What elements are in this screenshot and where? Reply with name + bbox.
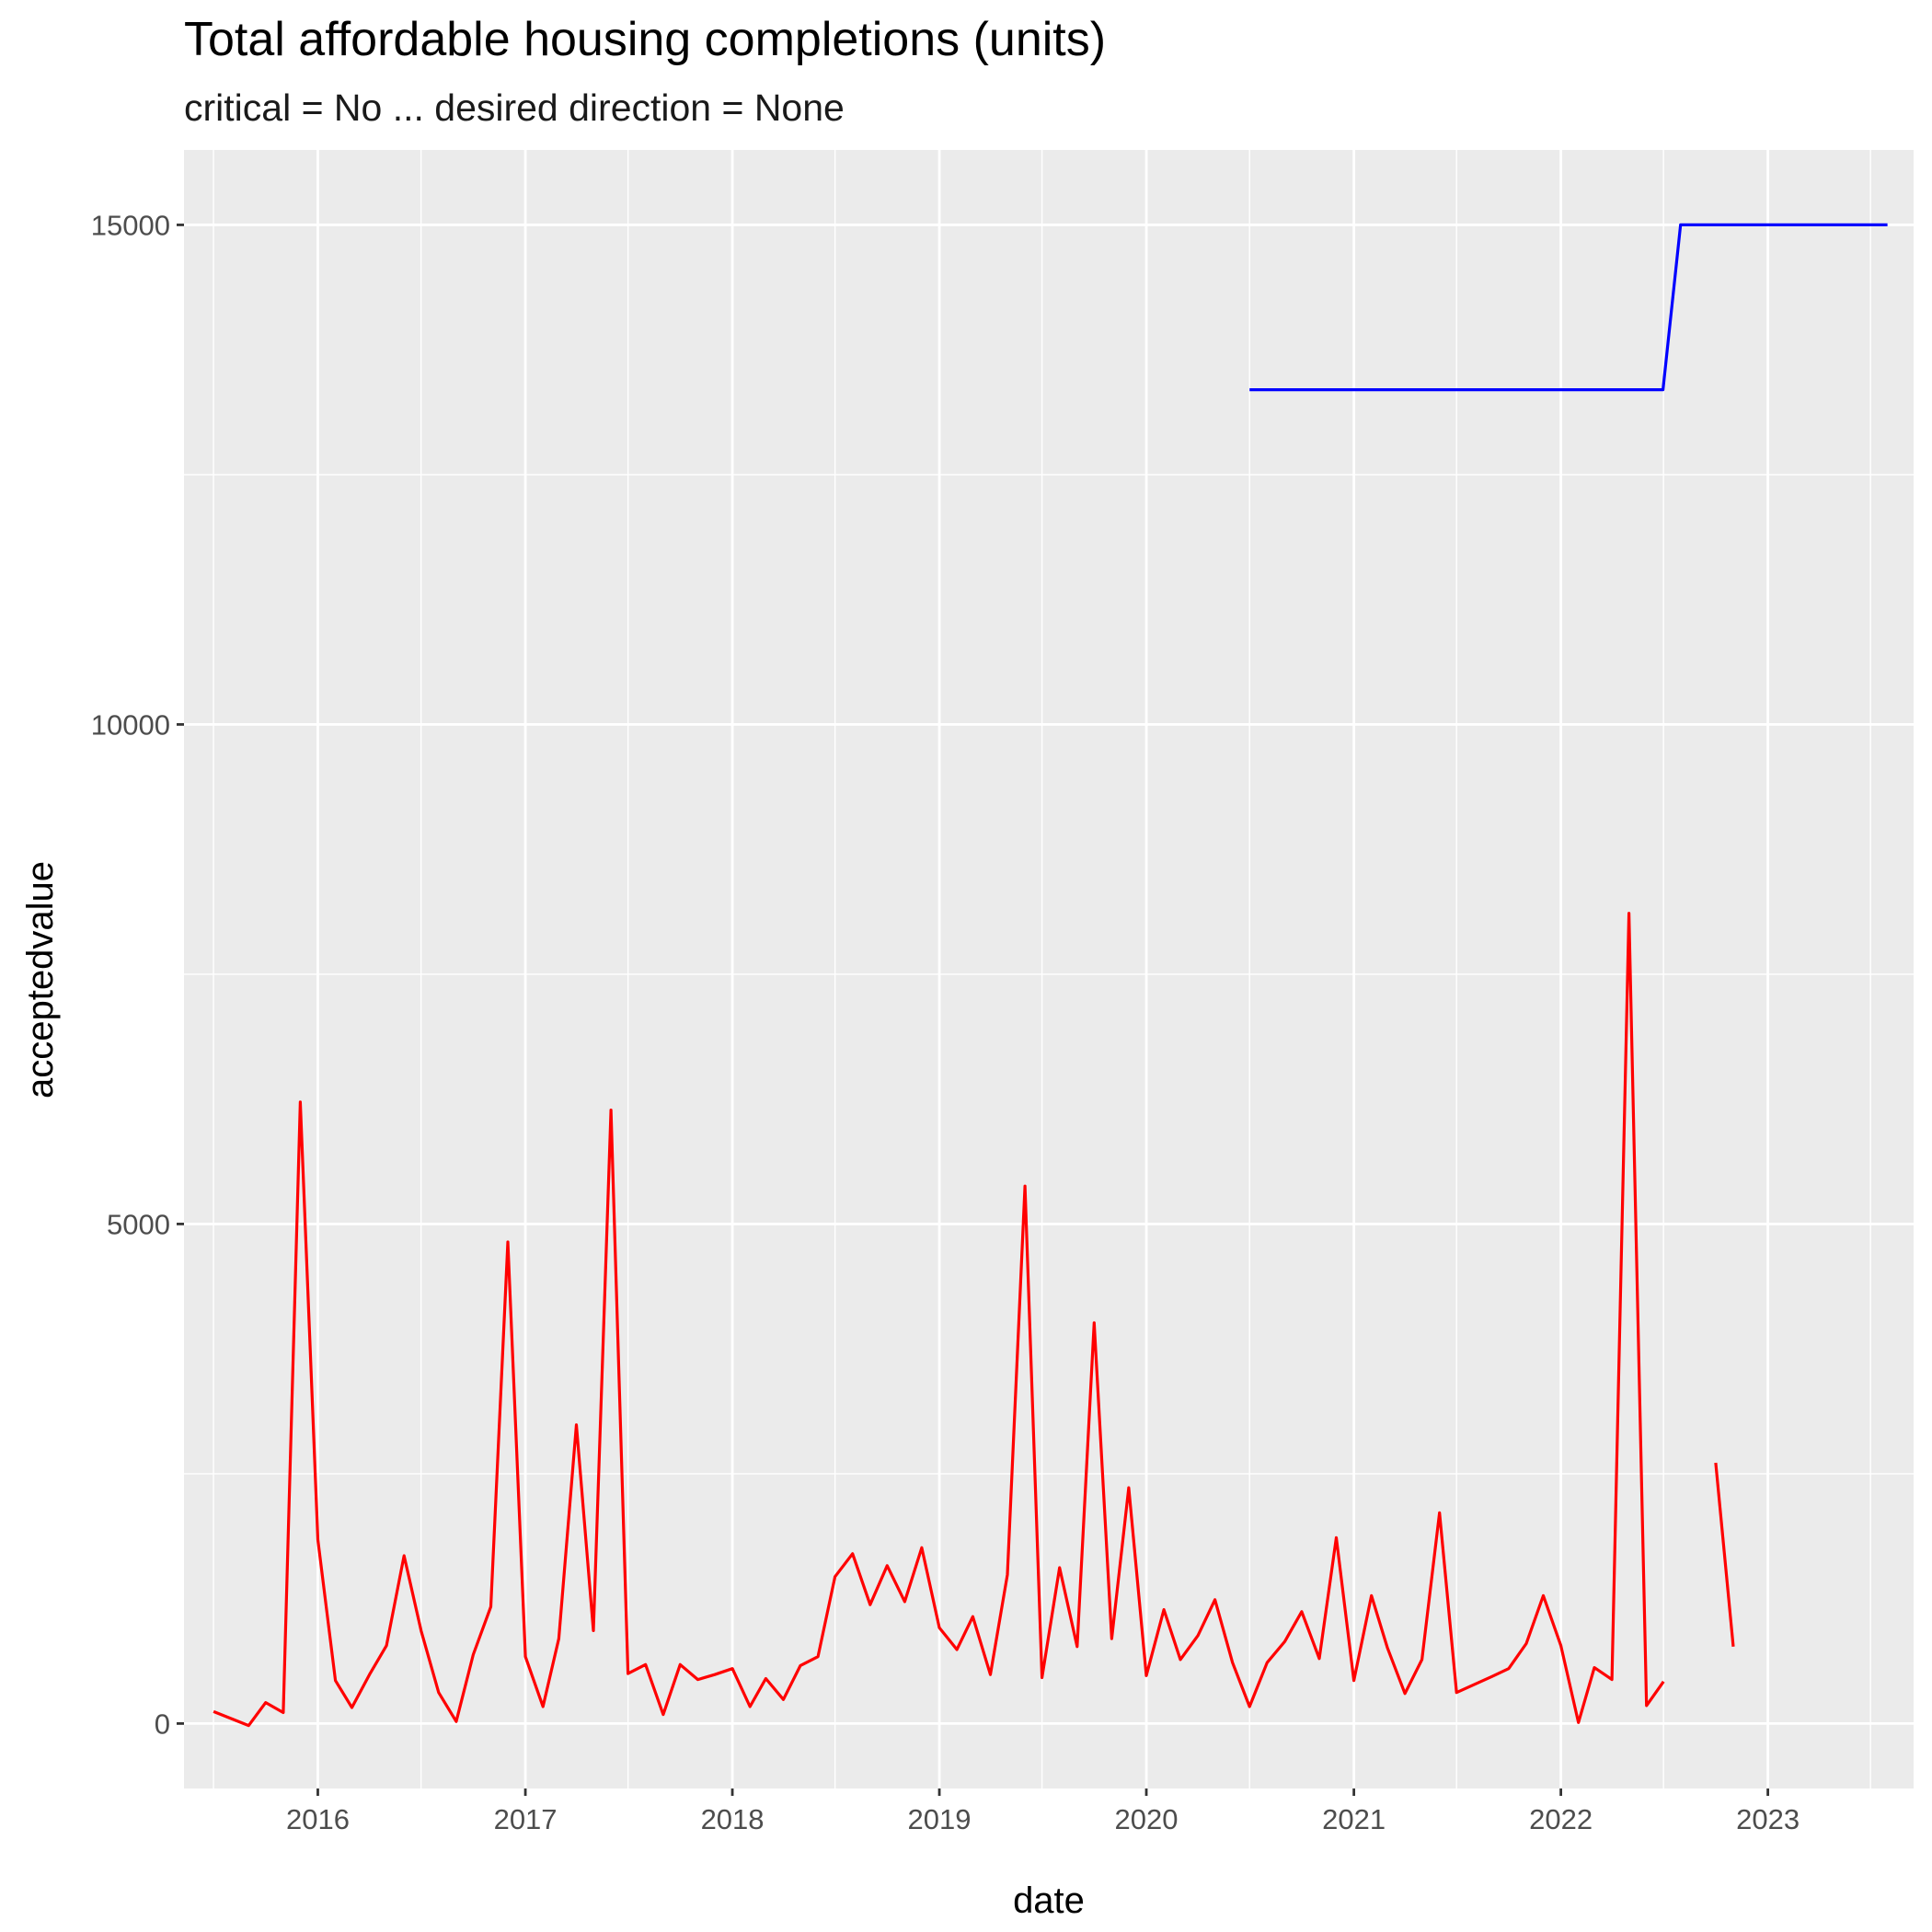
- y-tick-label: 0: [155, 1708, 170, 1740]
- chart-subtitle: critical = No ... desired direction = No…: [184, 86, 845, 129]
- x-tick-label: 2019: [908, 1803, 972, 1835]
- x-axis: 2016 2017 2018 2019 2020 2021 2022 2023: [286, 1788, 1800, 1835]
- x-tick-label: 2016: [286, 1803, 350, 1835]
- series-line: [213, 912, 1665, 1728]
- series-line: [1249, 223, 1888, 392]
- x-tick-label: 2023: [1736, 1803, 1800, 1835]
- chart-title: Total affordable housing completions (un…: [184, 13, 1106, 66]
- x-tick-label: 2020: [1115, 1803, 1179, 1835]
- y-tick-label: 10000: [91, 708, 170, 741]
- x-tick-label: 2018: [701, 1803, 765, 1835]
- grid-major: [184, 150, 1914, 1788]
- x-tick-label: 2017: [494, 1803, 558, 1835]
- series-line: [1714, 1462, 1735, 1647]
- series-layer: [213, 223, 1888, 1728]
- grid-minor: [184, 150, 1914, 1788]
- x-axis-title: date: [1013, 1880, 1085, 1921]
- y-tick-label: 15000: [91, 209, 170, 241]
- y-axis: 0 5000 10000 15000: [91, 209, 184, 1740]
- plot-panel: [184, 150, 1914, 1788]
- x-tick-label: 2022: [1529, 1803, 1593, 1835]
- x-tick-label: 2021: [1322, 1803, 1386, 1835]
- y-axis-title: acceptedvalue: [20, 861, 61, 1098]
- y-tick-label: 5000: [107, 1208, 170, 1240]
